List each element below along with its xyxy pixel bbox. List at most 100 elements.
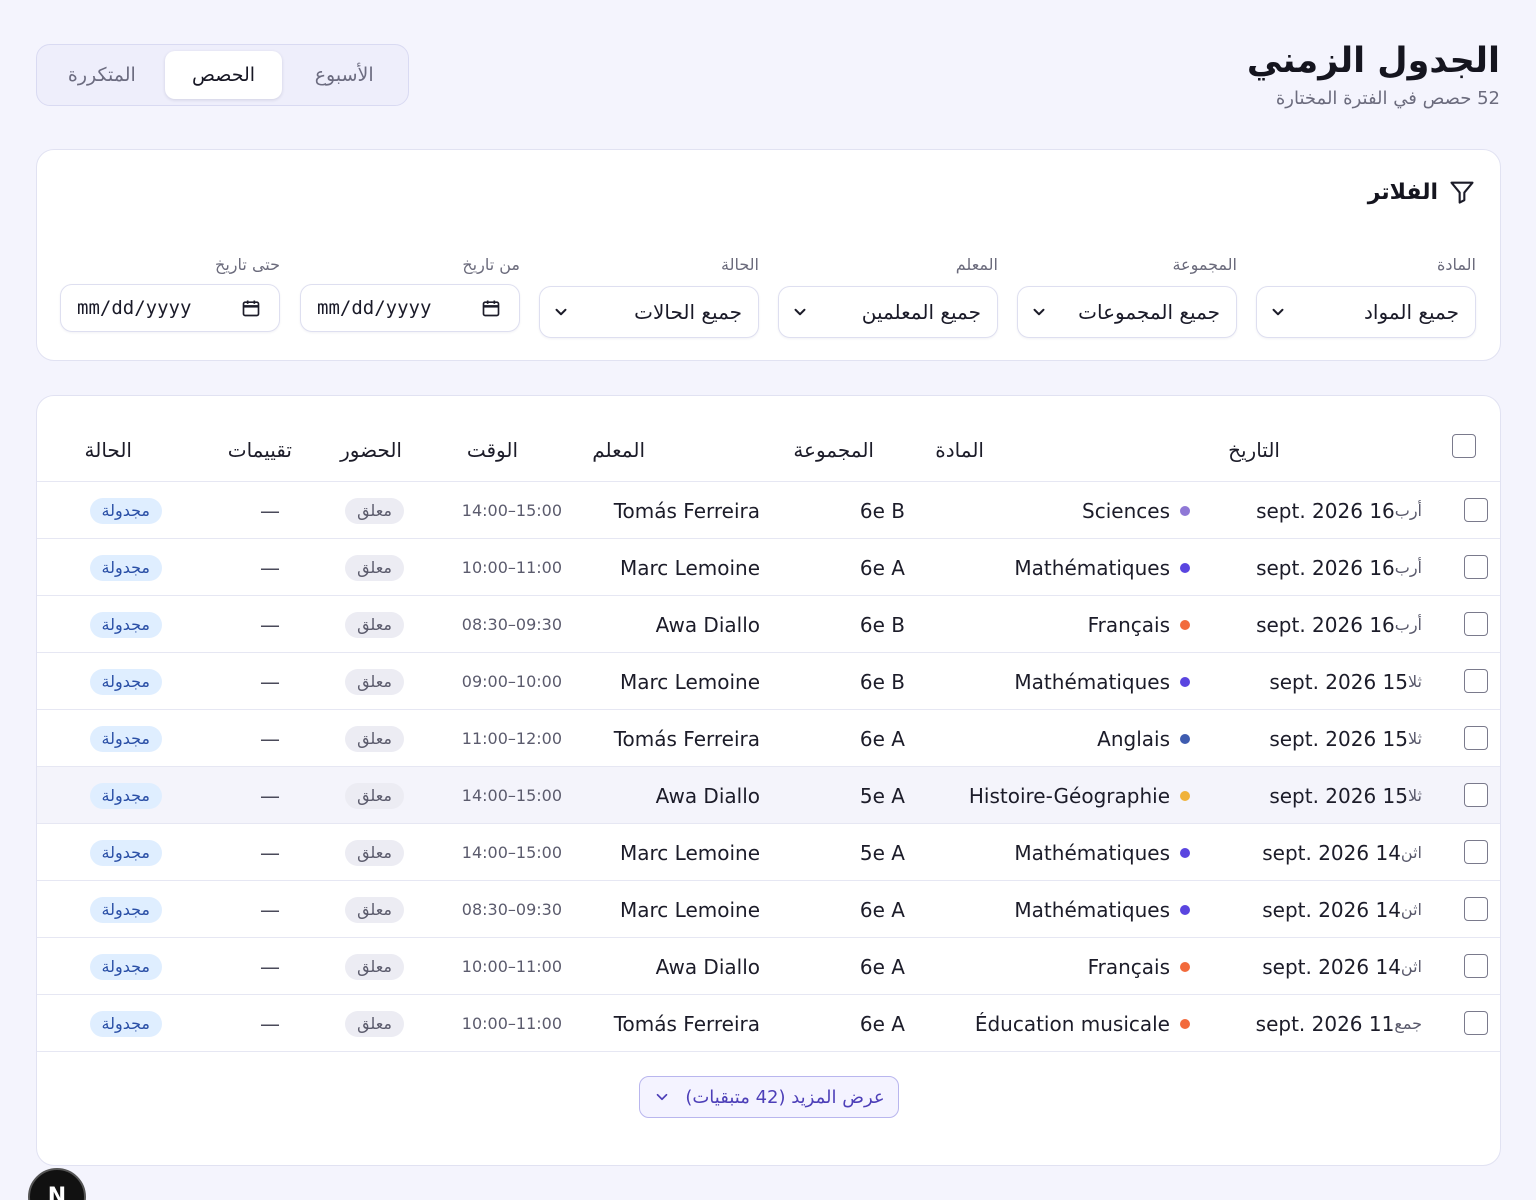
status-cell: مجدولة xyxy=(89,710,162,767)
time-cell: 14:00–15:00 xyxy=(461,501,562,520)
filters-panel: الفلاتر المادة جميع المواد المجموعة جميع… xyxy=(36,149,1501,361)
date-cell: اثن 14 sept. 2026 xyxy=(1262,938,1422,995)
table-row[interactable]: ثلا 15 sept. 2026 Anglais 6e A Tomás Ferreir… xyxy=(37,710,1500,767)
time-cell: 10:00–11:00 xyxy=(461,558,562,577)
row-checkbox[interactable] xyxy=(1464,612,1488,636)
date-value: 16 sept. 2026 xyxy=(1256,498,1395,523)
column-header-ratings[interactable]: تقييمات xyxy=(227,438,292,462)
date-value: 16 sept. 2026 xyxy=(1256,555,1395,580)
row-checkbox[interactable] xyxy=(1464,783,1488,807)
subject-cell: Anglais xyxy=(1097,710,1190,767)
row-checkbox[interactable] xyxy=(1464,726,1488,750)
date-value: 15 sept. 2026 xyxy=(1269,669,1408,694)
attendance-cell: معلق xyxy=(345,710,404,767)
column-header-group[interactable]: المجموعة xyxy=(793,438,874,462)
to-date-input[interactable]: mm/dd/yyyy xyxy=(60,284,280,332)
day-of-week: اثن xyxy=(1400,900,1422,919)
status-select[interactable]: جميع الحالات xyxy=(539,286,759,338)
subject-cell: Français xyxy=(1088,938,1190,995)
select-all-checkbox[interactable] xyxy=(1452,434,1476,458)
status-cell: مجدولة xyxy=(89,881,162,938)
show-more-button[interactable]: عرض المزيد (42 متبقيات) xyxy=(639,1076,899,1118)
attendance-cell: معلق xyxy=(345,539,404,596)
table-row[interactable]: أرب 16 sept. 2026 Français 6e B Awa Diallo 08… xyxy=(37,596,1500,653)
subject-cell: Éducation musicale xyxy=(975,995,1190,1052)
column-header-teacher[interactable]: المعلم xyxy=(592,438,645,462)
subject-cell: Mathématiques xyxy=(1014,539,1190,596)
teacher-select[interactable]: جميع المعلمين xyxy=(778,286,998,338)
table-row[interactable]: جمع 11 sept. 2026 Éducation musicale 6e A To… xyxy=(37,995,1500,1052)
row-checkbox[interactable] xyxy=(1464,669,1488,693)
column-header-status[interactable]: الحالة xyxy=(84,438,132,462)
day-of-week: اثن xyxy=(1400,957,1422,976)
group-cell: 6e B xyxy=(859,669,905,694)
from-date-input[interactable]: mm/dd/yyyy xyxy=(300,284,520,332)
row-checkbox[interactable] xyxy=(1464,897,1488,921)
row-checkbox[interactable] xyxy=(1464,555,1488,579)
table-row[interactable]: ثلا 15 sept. 2026 Histoire-Géographie 5e A A… xyxy=(37,767,1500,824)
dev-tools-badge[interactable]: N xyxy=(28,1168,86,1200)
table-row[interactable]: أرب 16 sept. 2026 Sciences 6e B Tomás Ferrei… xyxy=(37,482,1500,539)
row-checkbox[interactable] xyxy=(1464,954,1488,978)
table-row[interactable]: ثلا 15 sept. 2026 Mathématiques 6e B Marc Le… xyxy=(37,653,1500,710)
day-of-week: أرب xyxy=(1394,501,1422,520)
attendance-badge: معلق xyxy=(345,839,404,866)
tab-week[interactable]: الأسبوع xyxy=(314,64,374,86)
status-badge: مجدولة xyxy=(89,668,162,695)
from-date-filter: من تاريخ mm/dd/yyyy xyxy=(300,254,520,332)
status-badge: مجدولة xyxy=(89,782,162,809)
group-select[interactable]: جميع المجموعات xyxy=(1017,286,1237,338)
subject-cell: Français xyxy=(1088,596,1190,653)
status-cell: مجدولة xyxy=(89,596,162,653)
subject-select[interactable]: جميع المواد xyxy=(1256,286,1476,338)
show-more-label: عرض المزيد (42 متبقيات) xyxy=(685,1086,885,1108)
date-cell: اثن 14 sept. 2026 xyxy=(1262,824,1422,881)
teacher-cell: Marc Lemoine xyxy=(620,897,760,922)
table-row[interactable]: اثن 14 sept. 2026 Mathématiques 6e A Marc Le… xyxy=(37,881,1500,938)
table-row[interactable]: اثن 14 sept. 2026 Mathématiques 5e A Marc Le… xyxy=(37,824,1500,881)
subject-color-dot xyxy=(1180,790,1190,801)
tab-recurring[interactable]: المتكررة xyxy=(67,64,136,86)
ratings-cell: — xyxy=(260,995,280,1052)
column-header-time[interactable]: الوقت xyxy=(466,438,518,462)
status-cell: مجدولة xyxy=(89,824,162,881)
row-checkbox[interactable] xyxy=(1464,840,1488,864)
from-date-placeholder: mm/dd/yyyy xyxy=(317,297,432,319)
subject-color-dot xyxy=(1180,619,1190,630)
group-cell: 6e A xyxy=(859,555,905,580)
tab-sessions[interactable]: الحصص xyxy=(164,51,283,99)
table-row[interactable]: أرب 16 sept. 2026 Mathématiques 6e A Marc Le… xyxy=(37,539,1500,596)
date-value: 14 sept. 2026 xyxy=(1262,897,1401,922)
page-title: الجدول الزمني xyxy=(1246,41,1500,81)
column-header-date[interactable]: التاريخ xyxy=(1228,438,1280,462)
ratings-value: — xyxy=(260,840,280,865)
subject-name: Histoire-Géographie xyxy=(968,783,1170,808)
sessions-table: التاريخ المادة المجموعة المعلم الوقت الح… xyxy=(36,395,1501,1166)
time-cell: 08:30–09:30 xyxy=(461,615,562,634)
chevron-down-icon xyxy=(1030,303,1048,321)
subject-filter: المادة جميع المواد xyxy=(1256,254,1476,338)
teacher-cell: Awa Diallo xyxy=(655,612,760,637)
status-badge: مجدولة xyxy=(89,725,162,752)
column-header-attendance[interactable]: الحضور xyxy=(340,438,402,462)
group-cell: 5e A xyxy=(859,783,905,808)
status-cell: مجدولة xyxy=(89,995,162,1052)
calendar-icon[interactable] xyxy=(241,298,261,318)
subject-color-dot xyxy=(1180,562,1190,573)
row-checkbox[interactable] xyxy=(1464,498,1488,522)
ratings-value: — xyxy=(260,612,280,637)
row-checkbox[interactable] xyxy=(1464,1011,1488,1035)
column-header-subject[interactable]: المادة xyxy=(935,438,984,462)
calendar-icon[interactable] xyxy=(481,298,501,318)
filters-title: الفلاتر xyxy=(1367,179,1438,205)
ratings-cell: — xyxy=(260,482,280,539)
subject-color-dot xyxy=(1180,733,1190,744)
chevron-down-icon xyxy=(653,1088,671,1106)
group-cell: 6e A xyxy=(859,1011,905,1036)
status-filter-label: الحالة xyxy=(721,255,759,274)
to-date-filter: حتى تاريخ mm/dd/yyyy xyxy=(60,254,280,332)
table-row[interactable]: اثن 14 sept. 2026 Français 6e A Awa Diallo 10… xyxy=(37,938,1500,995)
time-cell: 08:30–09:30 xyxy=(461,900,562,919)
date-value: 15 sept. 2026 xyxy=(1269,783,1408,808)
group-cell: 6e A xyxy=(859,726,905,751)
